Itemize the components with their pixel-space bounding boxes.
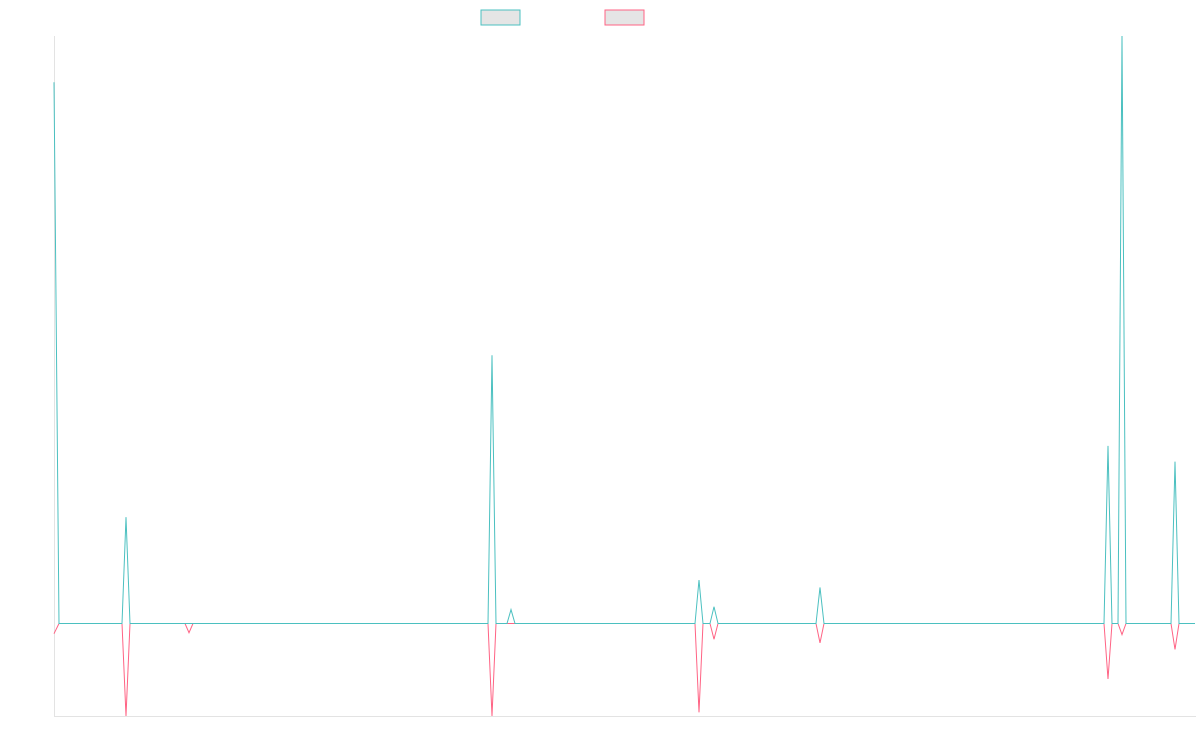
plot-area — [53, 35, 1195, 717]
series-2-line — [53, 623, 1195, 717]
legend-swatch-series-2[interactable] — [604, 9, 645, 26]
series-1-line — [53, 35, 1195, 624]
axes — [54, 36, 1196, 717]
legend — [480, 9, 645, 26]
legend-swatch-series-1[interactable] — [480, 9, 521, 26]
